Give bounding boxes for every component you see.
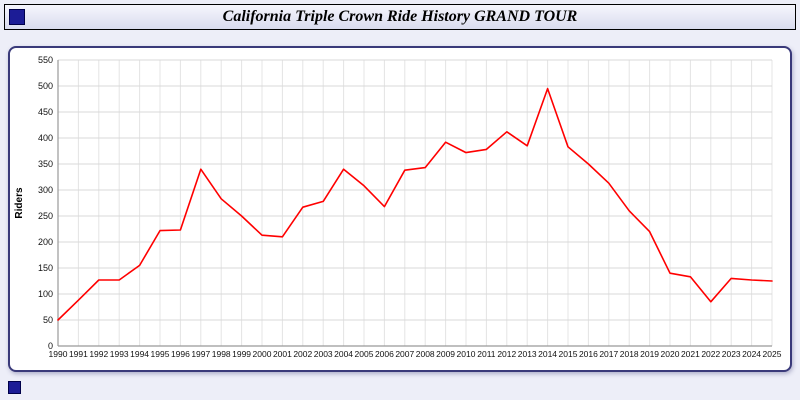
x-tick-label: 1990 — [49, 349, 68, 359]
window-icon — [9, 9, 25, 25]
y-tick-label: 150 — [38, 263, 53, 273]
y-tick-label: 350 — [38, 159, 53, 169]
x-tick-label: 2019 — [640, 349, 659, 359]
x-tick-label: 2010 — [457, 349, 476, 359]
x-tick-label: 2017 — [599, 349, 618, 359]
chart-line — [57, 87, 773, 321]
title-bar: California Triple Crown Ride History GRA… — [4, 4, 796, 30]
x-tick-label: 2000 — [253, 349, 272, 359]
y-tick-label: 400 — [38, 133, 53, 143]
chart-panel: 0 50 100 150 200 250 300 350 400 450 500 550 1990 199… — [8, 46, 792, 372]
x-tick-label: 2006 — [375, 349, 394, 359]
x-tick-label: 1997 — [191, 349, 210, 359]
x-tick-label: 1995 — [151, 349, 170, 359]
x-tick-label: 2020 — [661, 349, 680, 359]
x-tick-label: 1993 — [110, 349, 129, 359]
x-tick-label: 1991 — [69, 349, 88, 359]
x-tick-label: 2013 — [518, 349, 537, 359]
x-tick-label: 2009 — [436, 349, 455, 359]
y-tick-label: 500 — [38, 81, 53, 91]
x-tick-label: 2002 — [293, 349, 312, 359]
x-tick-label: 1999 — [232, 349, 251, 359]
x-tick-label: 2018 — [620, 349, 639, 359]
y-tick-label: 100 — [38, 289, 53, 299]
x-tick-label: 1992 — [89, 349, 108, 359]
x-tick-label: 2008 — [416, 349, 435, 359]
plot-area — [58, 60, 772, 346]
x-tick-label: 2011 — [477, 349, 496, 359]
x-tick-label: 1998 — [212, 349, 231, 359]
y-tick-label: 200 — [38, 237, 53, 247]
x-tick-label: 2014 — [538, 349, 557, 359]
y-tick-label: 50 — [43, 315, 53, 325]
x-tick-label: 2015 — [559, 349, 578, 359]
page-title: California Triple Crown Ride History GRA… — [222, 8, 578, 25]
x-tick-label: 2016 — [579, 349, 598, 359]
x-tick-label: 2021 — [681, 349, 700, 359]
x-tick-label: 2023 — [722, 349, 741, 359]
x-tick-label: 2012 — [497, 349, 516, 359]
y-tick-label: 450 — [38, 107, 53, 117]
corner-square-icon — [8, 381, 21, 394]
y-tick-label: 300 — [38, 185, 53, 195]
y-axis-title: Riders — [14, 187, 25, 219]
y-tick-label: 550 — [38, 55, 53, 65]
x-tick-label: 2003 — [314, 349, 333, 359]
x-tick-label: 2024 — [742, 349, 761, 359]
x-tick-label: 2004 — [334, 349, 353, 359]
x-tick-label: 2005 — [355, 349, 374, 359]
x-tick-label: 2025 — [763, 349, 782, 359]
x-tick-label: 1994 — [130, 349, 149, 359]
x-tick-label: 2007 — [395, 349, 414, 359]
x-tick-label: 2022 — [701, 349, 720, 359]
x-tick-label: 2001 — [273, 349, 292, 359]
y-tick-label: 0 — [48, 341, 53, 351]
y-tick-label: 250 — [38, 211, 53, 221]
x-tick-label: 1996 — [171, 349, 190, 359]
